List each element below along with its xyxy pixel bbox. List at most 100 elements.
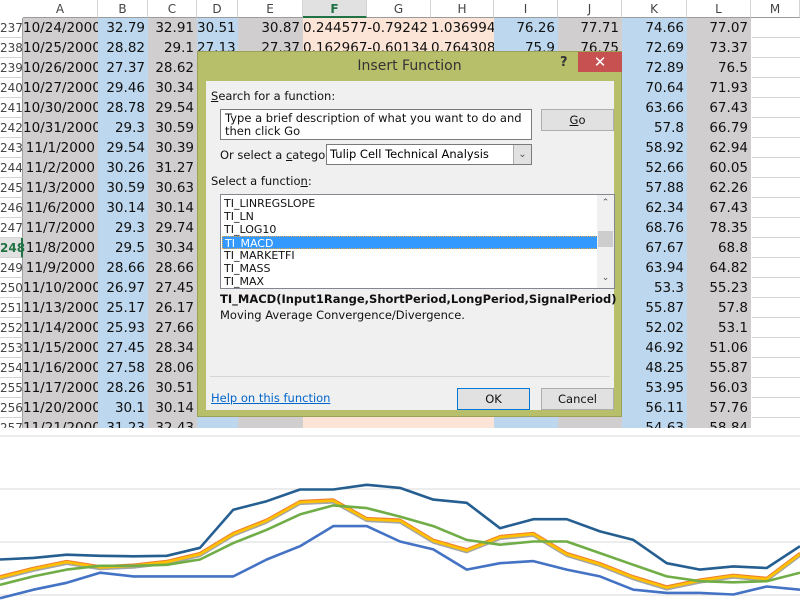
cell-B254[interactable]: 27.58 <box>106 360 145 376</box>
ok-button[interactable]: OK <box>457 388 530 410</box>
cell-J237[interactable]: 77.71 <box>580 20 619 36</box>
cell-L247[interactable]: 78.35 <box>709 220 748 236</box>
scroll-up-icon[interactable]: ⌃ <box>601 198 610 208</box>
cell-C243[interactable]: 30.39 <box>155 140 194 156</box>
cell-L241[interactable]: 67.43 <box>709 100 748 116</box>
cell-L257[interactable]: 58.84 <box>709 420 748 428</box>
row-header[interactable]: 250 <box>0 278 23 298</box>
cancel-button[interactable]: Cancel <box>541 388 614 410</box>
cell-L245[interactable]: 62.26 <box>709 180 748 196</box>
cell-C251[interactable]: 26.17 <box>155 300 194 316</box>
cell-B237[interactable]: 32.79 <box>106 20 145 36</box>
row-header[interactable]: 253 <box>0 338 23 358</box>
row-header[interactable]: 244 <box>0 158 23 178</box>
cell-L250[interactable]: 55.23 <box>709 280 748 296</box>
column-header-L[interactable]: L <box>687 0 751 18</box>
cell-L242[interactable]: 66.79 <box>709 120 748 136</box>
cell-B255[interactable]: 28.26 <box>106 380 145 396</box>
cell-A239[interactable]: 10/26/2000 <box>23 60 98 76</box>
cell-B239[interactable]: 27.37 <box>106 60 145 76</box>
cell-A245[interactable]: 11/3/2000 <box>25 180 95 196</box>
cell-C252[interactable]: 27.66 <box>155 320 194 336</box>
cell-C245[interactable]: 30.63 <box>155 180 194 196</box>
cell-K243[interactable]: 58.92 <box>645 140 684 156</box>
help-button[interactable]: ? <box>560 55 568 70</box>
cell-B251[interactable]: 25.17 <box>106 300 145 316</box>
cell-C248[interactable]: 30.34 <box>155 240 194 256</box>
function-list-item[interactable]: TI_MAX <box>224 275 265 288</box>
column-header-A[interactable]: A <box>23 0 98 18</box>
cell-B244[interactable]: 30.26 <box>106 160 145 176</box>
cell-C249[interactable]: 28.66 <box>155 260 194 276</box>
cell-L251[interactable]: 57.8 <box>717 300 748 316</box>
cell-C244[interactable]: 31.27 <box>155 160 194 176</box>
cell-L255[interactable]: 56.03 <box>709 380 748 396</box>
cell-A242[interactable]: 10/31/2000 <box>23 120 98 136</box>
row-header[interactable]: 256 <box>0 398 23 418</box>
cell-B247[interactable]: 29.3 <box>114 220 145 236</box>
cell-L244[interactable]: 60.05 <box>709 160 748 176</box>
column-header-C[interactable]: C <box>148 0 197 18</box>
column-header-B[interactable]: B <box>98 0 148 18</box>
cell-I237[interactable]: 76.26 <box>516 20 555 36</box>
cell-K245[interactable]: 57.88 <box>645 180 684 196</box>
column-header-M[interactable]: M <box>751 0 800 18</box>
cell-C247[interactable]: 29.74 <box>155 220 194 236</box>
cell-A243[interactable]: 11/1/2000 <box>25 140 95 156</box>
cell-L246[interactable]: 67.43 <box>709 200 748 216</box>
cell-B256[interactable]: 30.1 <box>114 400 145 416</box>
cell-A237[interactable]: 10/24/2000 <box>23 20 98 36</box>
cell-K241[interactable]: 63.66 <box>645 100 684 116</box>
row-header[interactable]: 254 <box>0 358 23 378</box>
cell-A257[interactable]: 11/21/2000 <box>23 420 98 428</box>
cell-K244[interactable]: 52.66 <box>645 160 684 176</box>
cell-B243[interactable]: 29.54 <box>106 140 145 156</box>
cell-K242[interactable]: 57.8 <box>653 120 684 136</box>
cell-L252[interactable]: 53.1 <box>717 320 748 336</box>
function-list-item[interactable]: TI_MACD <box>222 236 598 250</box>
cell-K255[interactable]: 53.95 <box>645 380 684 396</box>
cell-B242[interactable]: 29.3 <box>114 120 145 136</box>
row-header[interactable]: 243 <box>0 138 23 158</box>
cell-K247[interactable]: 68.76 <box>645 220 684 236</box>
cell-A250[interactable]: 11/10/2000 <box>23 280 98 296</box>
cell-K250[interactable]: 53.3 <box>653 280 684 296</box>
category-select[interactable]: Tulip Cell Technical Analysis ⌄ <box>326 144 532 165</box>
cell-C257[interactable]: 32.43 <box>155 420 194 428</box>
cell-B241[interactable]: 28.78 <box>106 100 145 116</box>
cell-D237[interactable]: 30.51 <box>197 20 236 36</box>
cell-B246[interactable]: 30.14 <box>106 200 145 216</box>
cell-A248[interactable]: 11/8/2000 <box>25 240 95 256</box>
cell-C239[interactable]: 28.62 <box>155 60 194 76</box>
cell-B249[interactable]: 28.66 <box>106 260 145 276</box>
cell-A238[interactable]: 10/25/2000 <box>23 40 98 56</box>
cell-C241[interactable]: 29.54 <box>155 100 194 116</box>
cell-K254[interactable]: 48.25 <box>645 360 684 376</box>
cell-B238[interactable]: 28.82 <box>106 40 145 56</box>
cell-C254[interactable]: 28.06 <box>155 360 194 376</box>
cell-K248[interactable]: 67.67 <box>645 240 684 256</box>
cell-A255[interactable]: 11/17/2000 <box>23 380 98 396</box>
cell-C255[interactable]: 30.51 <box>155 380 194 396</box>
row-header[interactable]: 255 <box>0 378 23 398</box>
cell-L254[interactable]: 55.87 <box>709 360 748 376</box>
column-header-I[interactable]: I <box>494 0 558 18</box>
row-header[interactable]: 240 <box>0 78 23 98</box>
function-list-item[interactable]: TI_LN <box>224 210 254 223</box>
cell-K237[interactable]: 74.66 <box>645 20 684 36</box>
cell-E237[interactable]: 30.87 <box>261 20 300 36</box>
cell-C250[interactable]: 27.45 <box>155 280 194 296</box>
column-header-J[interactable]: J <box>558 0 622 18</box>
row-header[interactable]: 251 <box>0 298 23 318</box>
row-header[interactable]: 241 <box>0 98 23 118</box>
column-header-H[interactable]: H <box>431 0 494 18</box>
cell-K251[interactable]: 55.87 <box>645 300 684 316</box>
row-header[interactable]: 245 <box>0 178 23 198</box>
cell-L243[interactable]: 62.94 <box>709 140 748 156</box>
cell-L256[interactable]: 57.76 <box>709 400 748 416</box>
column-header-E[interactable]: E <box>238 0 303 18</box>
cell-A246[interactable]: 11/6/2000 <box>25 200 95 216</box>
function-list-item[interactable]: TI_LINREGSLOPE <box>224 197 316 210</box>
cell-C240[interactable]: 30.34 <box>155 80 194 96</box>
cell-C246[interactable]: 30.14 <box>155 200 194 216</box>
